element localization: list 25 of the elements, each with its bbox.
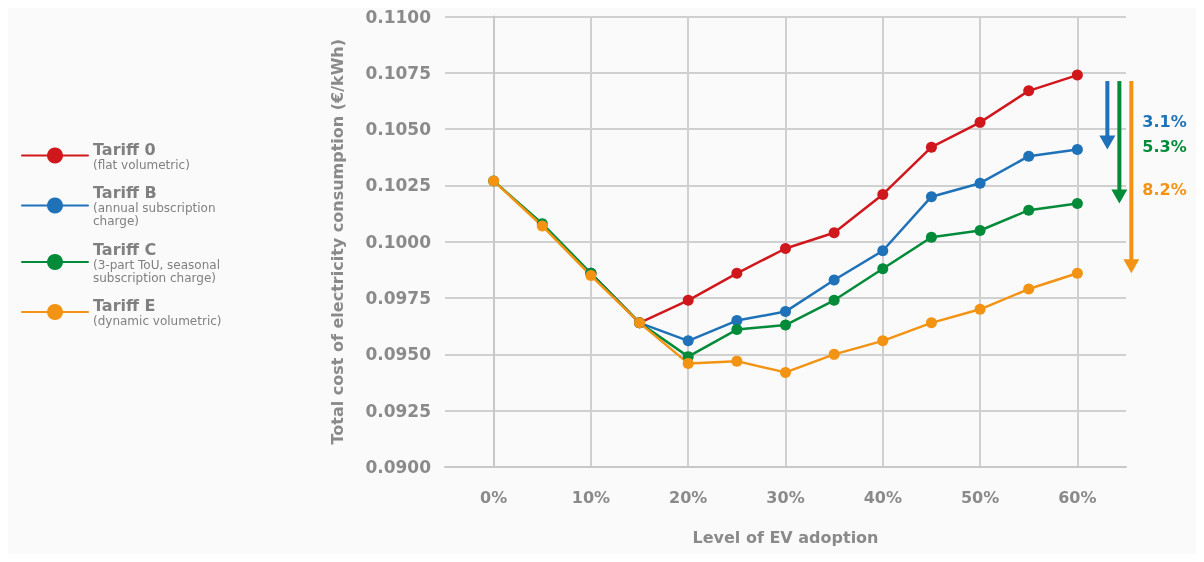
- y-tick-label: 0.0950: [365, 344, 432, 365]
- legend-label: Tariff E (dynamic volumetric): [93, 296, 222, 328]
- text: 8.2%: [1142, 179, 1187, 199]
- x-tick-label: 20%: [669, 487, 708, 507]
- text: 3.1%: [1142, 111, 1187, 131]
- text: 5.3%: [1142, 136, 1187, 156]
- y-axis-title: Total cost of electricity consumption (€/kWh): [327, 38, 347, 445]
- y-tick-label: 0.0975: [365, 288, 431, 309]
- y-tick-label: 0.1050: [365, 119, 432, 140]
- x-tick-label: 50%: [960, 487, 1000, 507]
- y-tick-label: 0.1025: [365, 175, 431, 196]
- y-tick-label: 0.0925: [365, 400, 431, 421]
- x-tick-label: 60%: [1058, 487, 1097, 507]
- legend-label: Tariff C (3-part ToU, seasonal subscription charge): [93, 239, 220, 285]
- x-axis-title: Level of EV adoption: [692, 527, 879, 547]
- x-tick-label: 30%: [766, 487, 805, 507]
- x-tick-label: 40%: [863, 487, 902, 507]
- y-tick-label: 0.1075: [365, 62, 431, 83]
- legend-label: Tariff 0 (flat volumetric): [93, 139, 190, 172]
- legend-label: Tariff B (annual subscription charge): [93, 183, 216, 228]
- y-tick-label: 0.1000: [365, 231, 432, 252]
- y-tick-label: 0.0900: [365, 457, 432, 477]
- y-tick-label: 0.1100: [365, 6, 432, 27]
- x-tick-label: 0%: [480, 487, 508, 507]
- x-tick-label: 10%: [571, 487, 611, 507]
